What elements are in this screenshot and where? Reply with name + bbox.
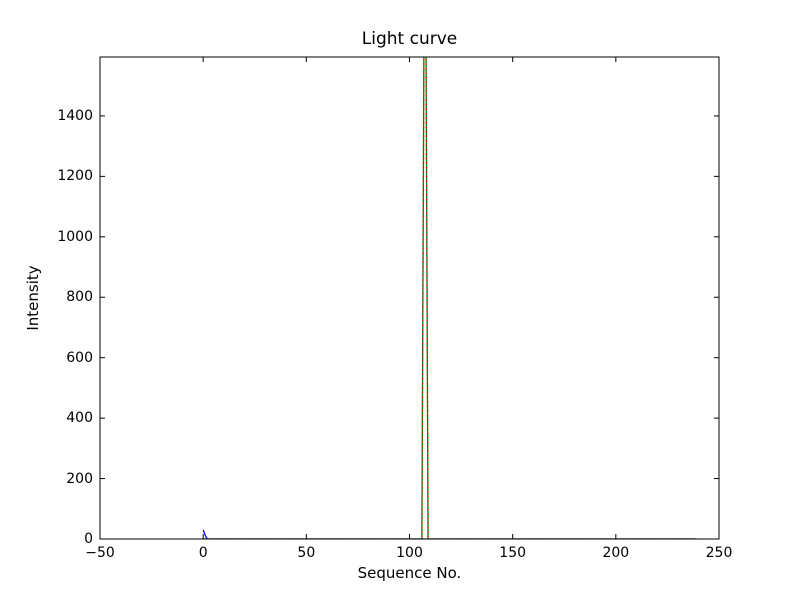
y-tick-label: 200 — [66, 470, 93, 487]
y-tick-label: 800 — [66, 289, 93, 306]
chart-title: Light curve — [361, 29, 458, 49]
ticks — [99, 57, 720, 540]
y-axis-label: Intensity — [24, 265, 42, 331]
y-tick-label: 0 — [84, 531, 93, 547]
x-tick-label: 250 — [705, 545, 733, 561]
green-series — [203, 57, 697, 539]
x-tick-label: 200 — [602, 545, 630, 561]
blue-series — [202, 529, 697, 539]
x-axis-label: Sequence No. — [357, 564, 462, 582]
y-tick-label: 1400 — [57, 107, 93, 124]
y-tick-label: 1200 — [57, 168, 93, 185]
y-tick-label: 600 — [66, 349, 93, 366]
plot-frame — [99, 56, 720, 540]
x-tick-label: 50 — [297, 545, 316, 561]
y-tick-label: 1000 — [57, 228, 93, 245]
red-series — [203, 57, 697, 539]
x-tick-label: 0 — [198, 545, 208, 561]
y-tick-label: 400 — [66, 410, 93, 427]
x-tick-label: 100 — [396, 545, 423, 561]
series-lines — [202, 57, 697, 539]
x-tick-label: −50 — [85, 545, 115, 561]
axes-frame — [99, 56, 720, 540]
x-tick-label: 150 — [499, 545, 527, 561]
